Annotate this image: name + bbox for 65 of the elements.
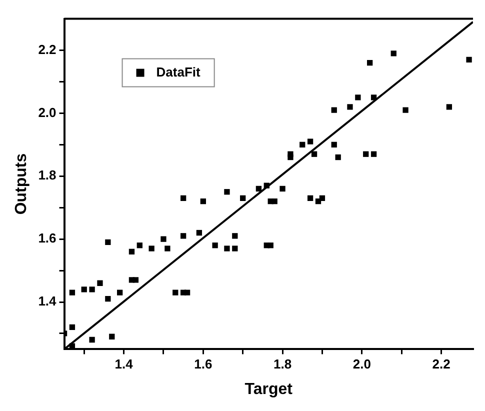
legend-label: DataFit [156, 64, 201, 80]
point [89, 336, 95, 343]
point [300, 142, 306, 148]
point [347, 104, 353, 110]
y-tick-label: 1.8 [38, 168, 56, 183]
point [224, 246, 230, 252]
point [466, 56, 472, 63]
point [232, 233, 238, 239]
point [69, 290, 76, 296]
point [363, 151, 369, 157]
x-tick-label: 2.2 [432, 356, 450, 372]
point [331, 142, 337, 148]
point [331, 107, 337, 113]
point [272, 198, 278, 204]
point [288, 154, 294, 160]
point [160, 236, 166, 242]
y-axis-title: Outputs [13, 153, 30, 215]
point [367, 60, 373, 66]
point [180, 195, 186, 201]
y-tick-label: 2.2 [38, 42, 56, 57]
x-axis-title: Target [244, 380, 294, 398]
point [370, 151, 377, 157]
point [148, 246, 154, 252]
point [402, 107, 408, 113]
point [136, 242, 142, 248]
point [109, 334, 115, 340]
point [335, 154, 341, 160]
point [268, 242, 274, 248]
point [390, 50, 396, 56]
point [200, 198, 206, 204]
point [164, 246, 170, 252]
x-tick-label: 2.0 [352, 356, 371, 372]
point [256, 186, 262, 192]
point [240, 195, 246, 201]
point [319, 195, 326, 201]
point [264, 182, 270, 188]
point [117, 290, 123, 296]
point [280, 186, 286, 192]
point [370, 94, 377, 100]
point [446, 104, 452, 110]
point [69, 324, 76, 330]
point [128, 248, 135, 254]
point [196, 230, 202, 236]
point [355, 94, 361, 100]
y-tick-label: 1.6 [38, 230, 56, 246]
x-tick-label: 1.4 [114, 356, 134, 372]
y-tick-label: 1.4 [38, 294, 58, 309]
point [172, 290, 178, 296]
y-tick-label: 2.0 [38, 104, 56, 120]
point [224, 189, 230, 195]
point [212, 242, 218, 248]
point [105, 239, 111, 246]
point [307, 195, 314, 201]
point [89, 286, 95, 292]
point [232, 246, 238, 252]
point [97, 280, 103, 286]
point [180, 233, 186, 239]
point [132, 277, 139, 283]
point [184, 290, 190, 296]
x-tick-label: 1.6 [194, 356, 212, 372]
point [81, 286, 87, 292]
point [307, 138, 314, 144]
x-tick-label: 1.8 [273, 356, 292, 372]
point [105, 296, 111, 302]
point [311, 151, 318, 157]
